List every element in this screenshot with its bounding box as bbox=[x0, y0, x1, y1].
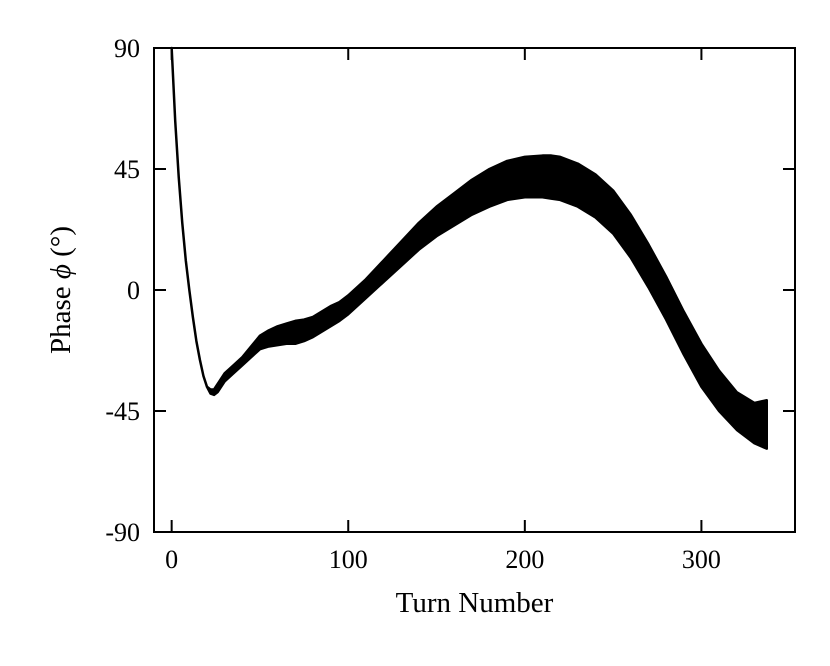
y-tick-label: 0 bbox=[127, 276, 140, 305]
x-axis-title: Turn Number bbox=[396, 587, 554, 619]
plot-area bbox=[170, 46, 768, 450]
y-axis-title-suffix: (°) bbox=[45, 226, 77, 264]
x-tick-label: 200 bbox=[505, 545, 544, 574]
y-axis-title: Phase ϕ (°) bbox=[45, 226, 77, 354]
y-axis-title-prefix: Phase bbox=[45, 279, 77, 354]
plot-frame bbox=[153, 47, 796, 533]
axes: 0 100 200 300 90 45 0 -45 -90 bbox=[105, 34, 796, 574]
y-tick-label: -45 bbox=[105, 397, 140, 426]
y-tick-label: 90 bbox=[114, 34, 140, 63]
phase-band-series-0 bbox=[170, 46, 768, 450]
x-tick-label: 300 bbox=[682, 545, 721, 574]
x-tick-label: 100 bbox=[329, 545, 368, 574]
y-axis-title-symbol: ϕ bbox=[45, 264, 77, 279]
x-tick-label: 0 bbox=[165, 545, 178, 574]
y-tick-label: 45 bbox=[114, 155, 140, 184]
y-tick-label: -90 bbox=[105, 518, 140, 547]
